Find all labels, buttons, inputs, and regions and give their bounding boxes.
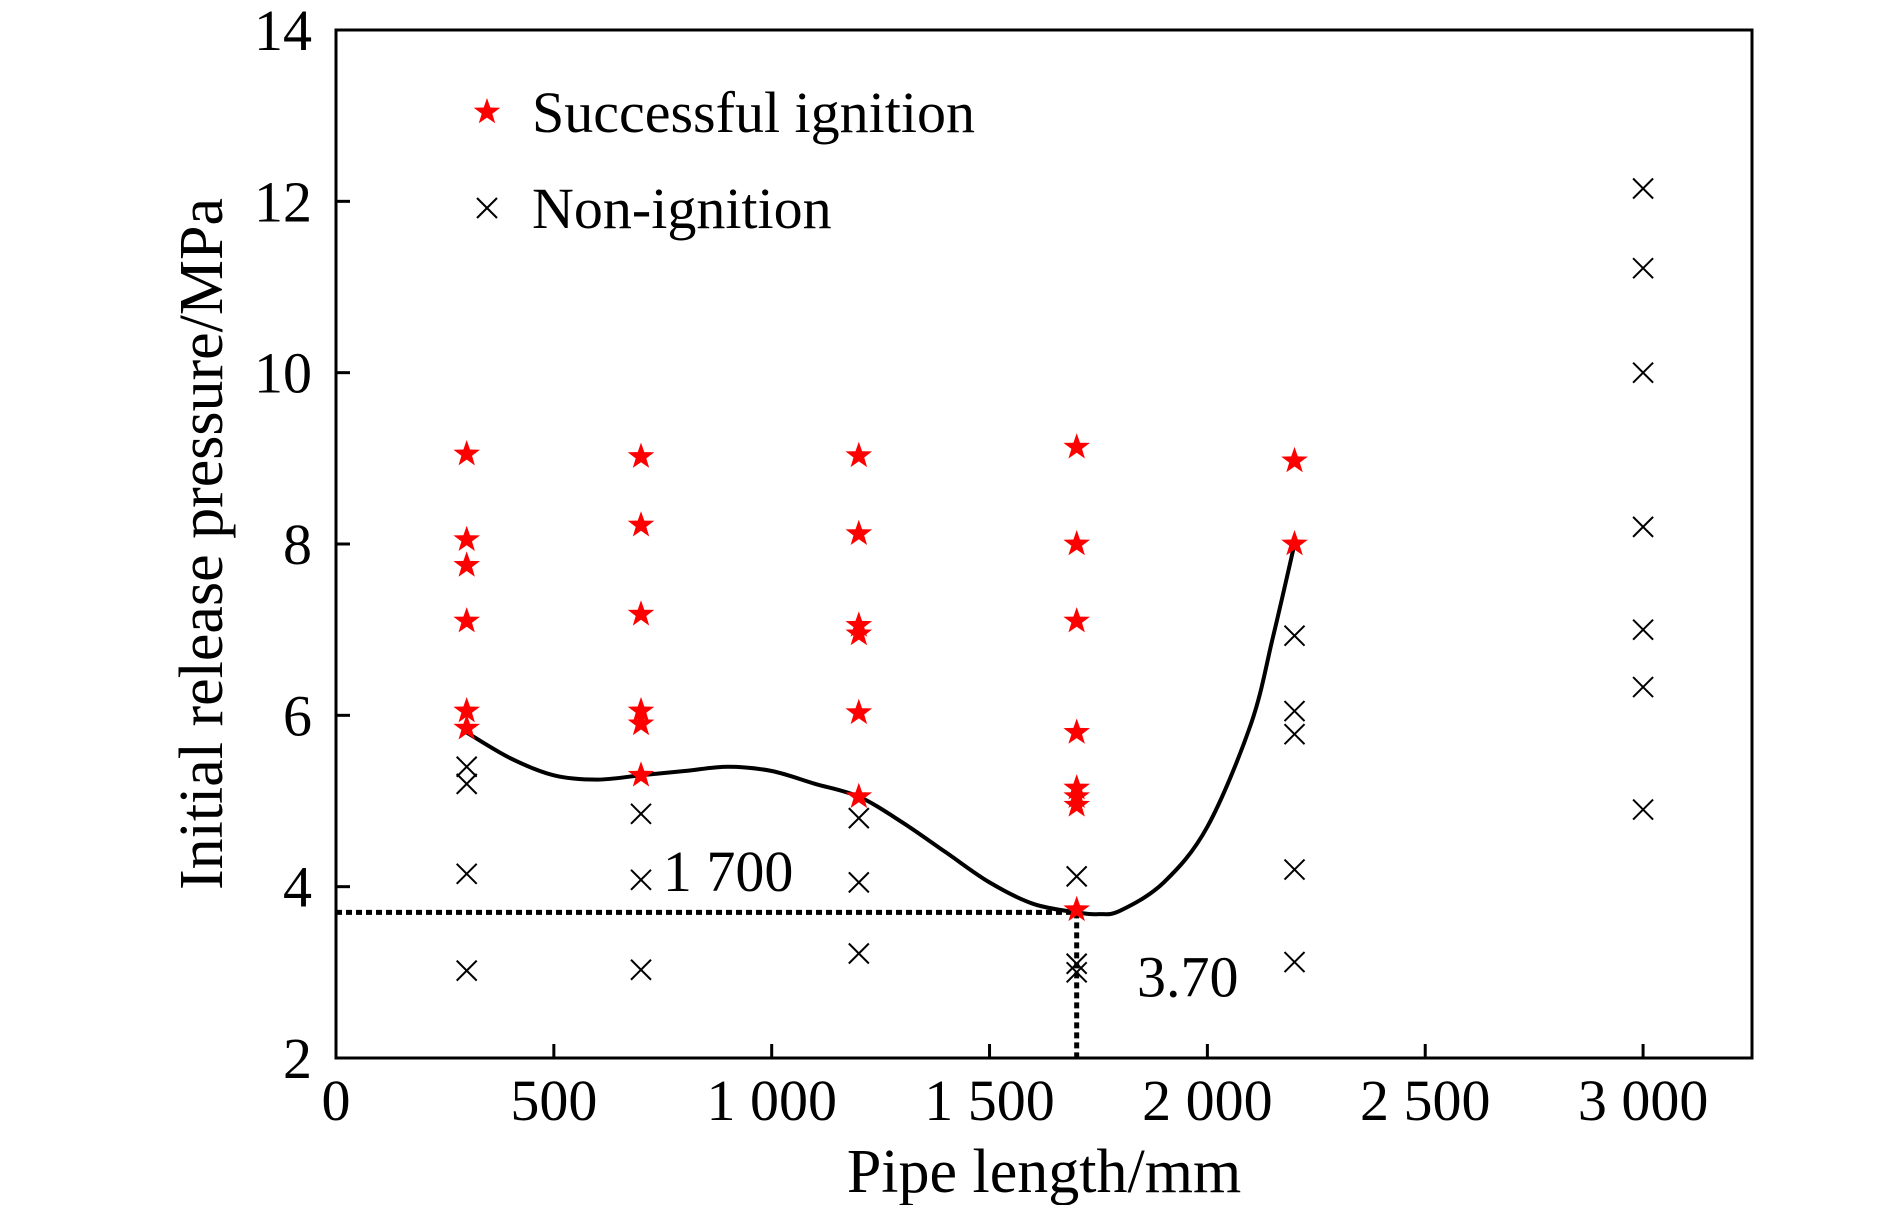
x-tick-label: 2 500 [1360, 1068, 1491, 1133]
y-tick-label: 10 [254, 341, 312, 406]
non-ignition-point [456, 959, 478, 982]
ignition-point [845, 620, 873, 646]
non-ignition-point [1632, 177, 1654, 200]
x-tick-label: 3 000 [1578, 1068, 1709, 1133]
x-tick-label: 2 000 [1142, 1068, 1273, 1133]
y-tick-label: 2 [283, 1026, 312, 1091]
ignition-point [1063, 791, 1090, 817]
non-ignition-point [1065, 953, 1088, 975]
ignition-point [627, 511, 655, 537]
x-axis-title: Pipe length/mm [847, 1138, 1241, 1205]
legend-x-icon [476, 197, 498, 219]
non-ignition-point [1065, 865, 1088, 888]
ignition-point [1063, 433, 1090, 459]
non-ignition-point [1632, 618, 1654, 641]
non-ignition-point [456, 773, 478, 795]
ignition-point [845, 698, 873, 725]
ignition-point [453, 440, 480, 466]
non-ignition-point [456, 863, 478, 885]
ignition-point [1063, 895, 1090, 922]
ignition-point [453, 697, 480, 723]
ignition-point [1281, 530, 1308, 556]
y-tick-label: 12 [254, 169, 312, 234]
non-ignition-point [848, 942, 870, 965]
ignition-point [627, 761, 655, 787]
ignition-point [1063, 607, 1090, 633]
non-ignition-point [1283, 951, 1306, 973]
non-ignition-point [456, 756, 478, 778]
annotation-label: 1 700 [663, 839, 794, 904]
annotations: 1 700 3.70 [663, 839, 1239, 1009]
ignition-point [627, 697, 655, 723]
legend-star-icon [473, 98, 501, 124]
fit-curve-group [465, 543, 1297, 917]
ignition-point [627, 600, 655, 626]
legend: Successful ignition Non-ignition [473, 80, 975, 241]
non-ignition-point [1283, 624, 1306, 647]
ignition-point [627, 709, 655, 736]
x-tick-label: 1 500 [924, 1068, 1055, 1133]
ignition-point [1063, 718, 1090, 744]
y-tick-label: 8 [283, 512, 312, 577]
ignition-point [453, 551, 480, 577]
x-tick-label: 500 [510, 1068, 597, 1133]
non-ignition-point [1632, 798, 1654, 821]
ignition-point [845, 519, 873, 545]
legend-label: Successful ignition [532, 80, 975, 145]
data-points [453, 177, 1654, 984]
non-ignition-point [1632, 516, 1654, 538]
ignition-point [627, 442, 655, 468]
non-ignition-point [848, 807, 870, 829]
ignition-point [845, 441, 873, 468]
legend-label: Non-ignition [532, 176, 832, 241]
non-ignition-point [630, 959, 652, 981]
non-ignition-point [1632, 257, 1654, 279]
ignition-point [1063, 530, 1090, 556]
non-ignition-point [1283, 723, 1306, 745]
non-ignition-point [1283, 858, 1306, 881]
y-axis-title: Initial release pressure/MPa [168, 198, 236, 890]
axes: 0 500 1 000 1 500 2 000 2 500 3 000 2 4 6 8 10 12 14 [254, 0, 1754, 1133]
reference-lines [336, 909, 1080, 1058]
ignition-point [845, 782, 873, 808]
non-ignition-point [1632, 676, 1654, 698]
y-tick-label: 6 [283, 683, 312, 748]
non-ignition-point [630, 869, 652, 891]
y-tick-label: 14 [254, 0, 312, 63]
ignition-point [453, 525, 480, 551]
non-ignition-point [630, 803, 652, 825]
non-ignition-point [1632, 361, 1654, 384]
non-ignition-point [848, 871, 870, 894]
y-tick-label: 4 [283, 855, 312, 920]
ignition-point [1281, 446, 1308, 473]
non-ignition-point [1065, 961, 1088, 984]
x-tick-label: 1 000 [706, 1068, 837, 1133]
annotation-label: 3.70 [1137, 944, 1239, 1009]
non-ignition-point [1283, 700, 1306, 722]
fit-curve [465, 543, 1297, 917]
ignition-point [453, 714, 480, 740]
x-tick-label: 0 [322, 1068, 351, 1133]
ignition-point [453, 607, 480, 633]
